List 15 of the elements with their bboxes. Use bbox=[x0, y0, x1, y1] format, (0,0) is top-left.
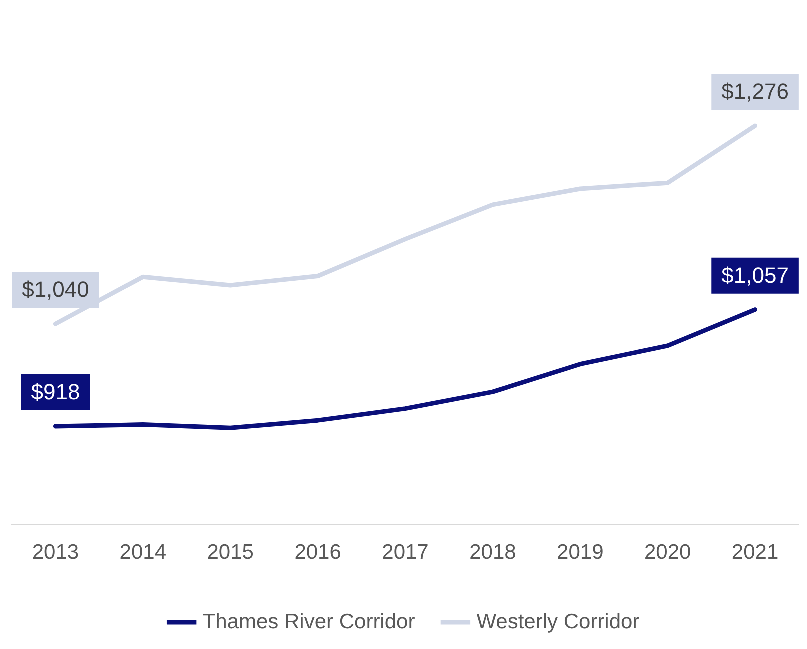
data-label: $918 bbox=[31, 380, 80, 405]
x-tick-label: 2020 bbox=[644, 541, 692, 564]
x-tick-label: 2013 bbox=[32, 541, 80, 564]
data-label: $1,057 bbox=[722, 262, 789, 288]
x-tick-label: 2018 bbox=[470, 541, 516, 564]
data-label: $1,040 bbox=[22, 277, 90, 302]
legend-label: Thames River Corridor bbox=[202, 610, 416, 634]
x-tick-label: 2017 bbox=[382, 541, 429, 564]
legend-label: Westerly Corridor bbox=[476, 610, 640, 634]
x-tick-label: 2019 bbox=[557, 541, 604, 564]
x-tick-label: 2016 bbox=[294, 541, 342, 564]
x-tick-label: 2014 bbox=[120, 541, 167, 564]
data-label: $1,276 bbox=[722, 79, 789, 104]
x-tick-label: 2015 bbox=[207, 541, 254, 564]
x-tick-label: 2021 bbox=[732, 541, 779, 564]
